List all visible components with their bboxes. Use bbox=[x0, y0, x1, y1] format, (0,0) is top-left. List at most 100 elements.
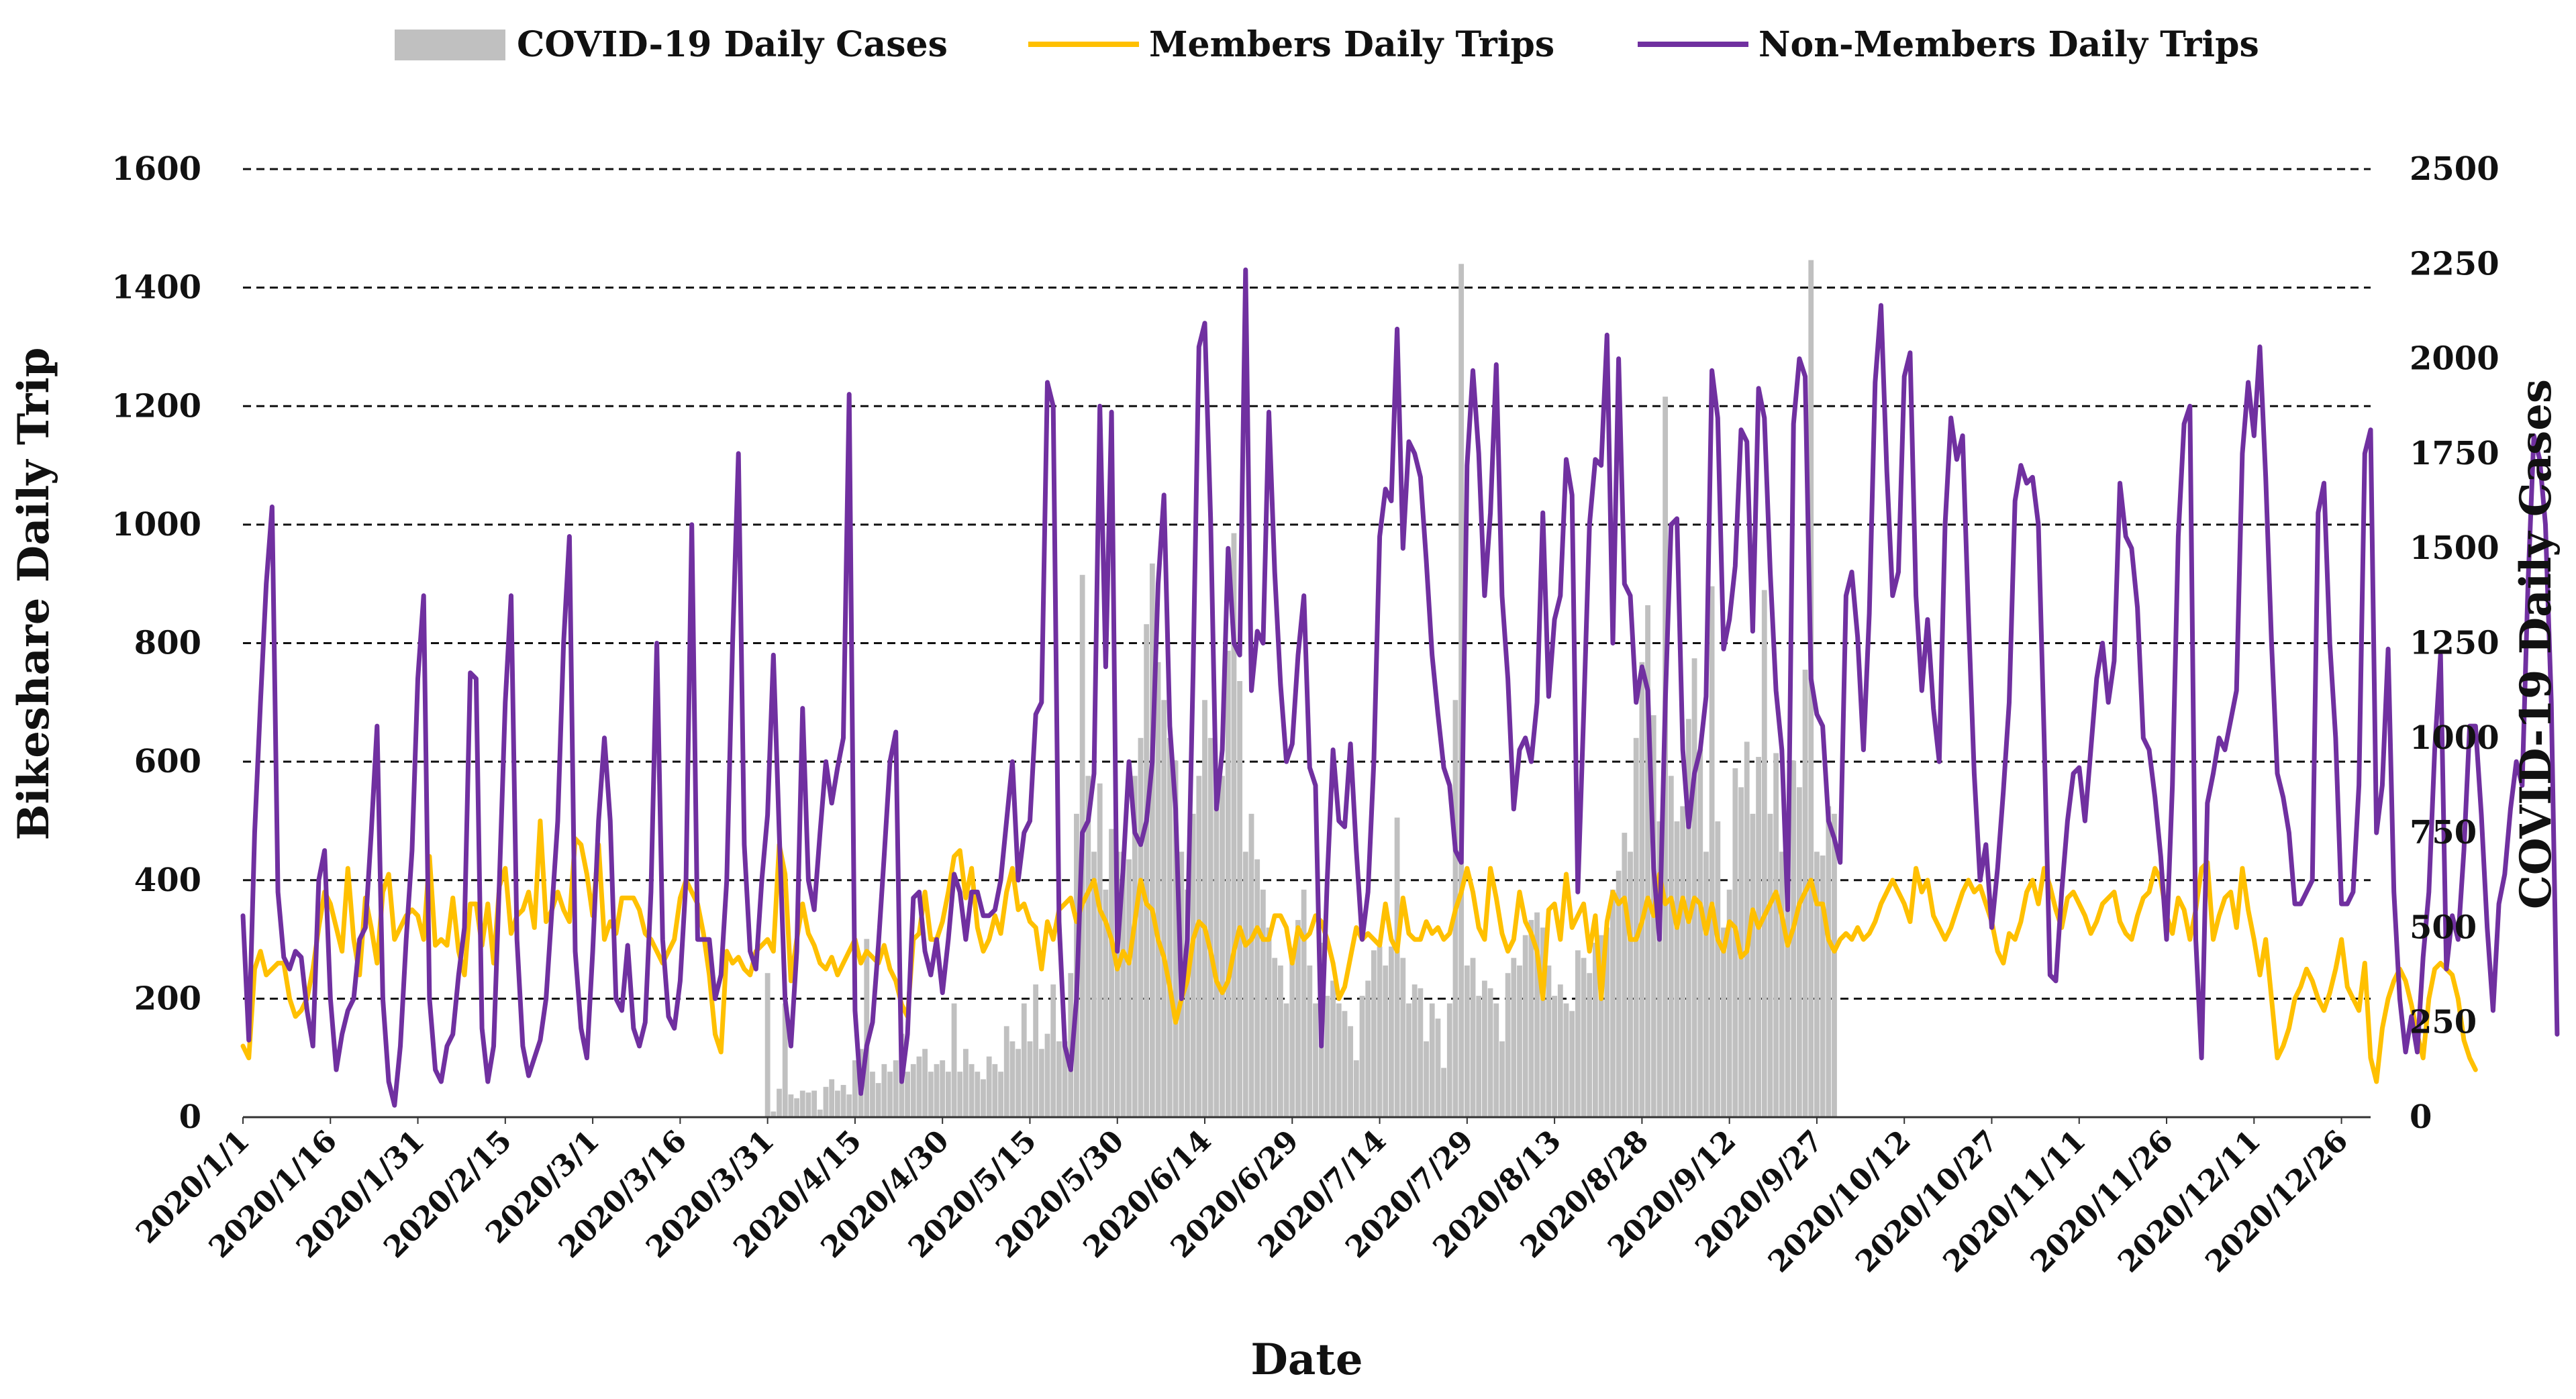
cases-bar bbox=[1173, 760, 1179, 1117]
cases-bar bbox=[1365, 980, 1371, 1117]
cases-bar bbox=[1668, 776, 1674, 1117]
cases-bar bbox=[1056, 1041, 1062, 1117]
cases-bar bbox=[870, 1072, 875, 1117]
cases-bar bbox=[1289, 957, 1295, 1117]
cases-bar bbox=[799, 1090, 805, 1117]
cases-bar bbox=[1371, 950, 1377, 1117]
cases-bar bbox=[1796, 787, 1802, 1117]
cases-bar bbox=[1120, 851, 1126, 1117]
cases-bar bbox=[1826, 806, 1832, 1117]
cases-bar bbox=[1487, 988, 1493, 1117]
cases-bar bbox=[986, 1056, 992, 1117]
cases-bar bbox=[1674, 821, 1680, 1117]
cases-bar bbox=[1441, 1068, 1447, 1117]
cases-bar bbox=[1353, 1060, 1359, 1117]
cases-bar bbox=[1598, 935, 1604, 1117]
non-members-trips-line bbox=[240, 267, 2560, 1108]
cases-bar bbox=[992, 1064, 998, 1117]
cases-bar bbox=[1114, 851, 1120, 1117]
cases-bar bbox=[1248, 813, 1254, 1117]
cases-bar bbox=[1715, 821, 1721, 1117]
cases-bar bbox=[1009, 1041, 1015, 1117]
y-left-tick-label: 800 bbox=[134, 625, 201, 662]
cases-bar bbox=[1587, 973, 1593, 1117]
cases-bar bbox=[794, 1098, 799, 1117]
cases-bar bbox=[1383, 965, 1389, 1117]
cases-bar bbox=[1091, 851, 1097, 1117]
cases-bar bbox=[1342, 1011, 1348, 1117]
y-left-tick-label: 600 bbox=[134, 743, 201, 780]
y-right-tick-label: 2250 bbox=[2410, 245, 2499, 282]
cases-bar bbox=[910, 1064, 916, 1117]
left-axis-ticks: 0 200 400 600 800 1000 1200 1400 1600 bbox=[111, 150, 201, 1136]
cases-bar bbox=[1499, 1041, 1505, 1117]
cases-bar bbox=[934, 1064, 940, 1117]
cases-bar bbox=[1557, 984, 1563, 1117]
cases-bar bbox=[846, 1094, 852, 1117]
cases-bar bbox=[1569, 1011, 1575, 1117]
cases-bar bbox=[1050, 984, 1056, 1117]
cases-bar bbox=[1429, 1003, 1435, 1117]
cases-bar bbox=[1044, 1033, 1050, 1117]
cases-bar bbox=[1691, 658, 1697, 1117]
cases-bar bbox=[1511, 957, 1517, 1117]
cases-bar bbox=[805, 1092, 811, 1117]
cases-bar bbox=[1359, 996, 1365, 1117]
cases-bar bbox=[1027, 1041, 1033, 1117]
cases-bar bbox=[1021, 1003, 1027, 1117]
cases-bar bbox=[1155, 662, 1161, 1117]
cases-bar bbox=[1633, 737, 1639, 1117]
cases-bar bbox=[1242, 851, 1248, 1117]
cases-bar bbox=[1773, 753, 1779, 1117]
cases-bar bbox=[887, 1072, 893, 1117]
cases-bar bbox=[1470, 957, 1476, 1117]
cases-bar bbox=[823, 1086, 829, 1117]
cases-bar bbox=[1161, 700, 1167, 1117]
cases-bar bbox=[1301, 889, 1307, 1117]
cases-bar bbox=[1015, 1049, 1022, 1117]
cases-bar bbox=[1038, 1049, 1044, 1117]
cases-bar bbox=[1377, 946, 1383, 1117]
y-left-tick-label: 1400 bbox=[111, 269, 201, 307]
cases-bar bbox=[928, 1072, 934, 1117]
cases-bar bbox=[1552, 996, 1558, 1117]
cases-bar bbox=[1563, 1003, 1569, 1117]
y-left-tick-label: 1600 bbox=[111, 150, 201, 188]
cases-bars bbox=[764, 260, 1837, 1118]
y-right-tick-label: 750 bbox=[2410, 814, 2477, 851]
legend: COVID-19 Daily Cases Members Daily Trips… bbox=[395, 24, 2259, 65]
cases-bar bbox=[1400, 957, 1406, 1117]
cases-bar bbox=[782, 1003, 788, 1117]
cases-bar bbox=[1761, 590, 1767, 1117]
x-axis-ticks: 2020/1/12020/1/162020/1/312020/2/152020/… bbox=[130, 1117, 2355, 1280]
y-left-tick-label: 1200 bbox=[111, 387, 201, 425]
cases-bar bbox=[963, 1049, 969, 1117]
cases-bar bbox=[1820, 856, 1826, 1117]
y-right-tick-label: 1750 bbox=[2410, 435, 2499, 472]
cases-bar bbox=[1726, 889, 1732, 1117]
cases-bar bbox=[1604, 927, 1610, 1117]
cases-bar bbox=[1003, 1026, 1009, 1117]
cases-bar bbox=[1190, 813, 1196, 1117]
cases-bar bbox=[951, 1003, 957, 1117]
legend-label-non-members: Non-Members Daily Trips bbox=[1758, 24, 2259, 65]
cases-bar bbox=[1225, 650, 1231, 1117]
cases-bar bbox=[1278, 965, 1283, 1117]
cases-bar bbox=[1062, 1041, 1068, 1117]
cases-bar bbox=[1109, 829, 1114, 1117]
cases-bar bbox=[1149, 563, 1155, 1117]
cases-bar bbox=[1622, 833, 1628, 1117]
cases-bar bbox=[1132, 776, 1138, 1117]
cases-bar bbox=[981, 1079, 986, 1117]
cases-bar bbox=[1272, 957, 1278, 1117]
cases-bar bbox=[1628, 851, 1633, 1117]
y-left-tick-label: 0 bbox=[179, 1098, 201, 1136]
cases-bar bbox=[1756, 757, 1761, 1117]
cases-bar bbox=[957, 1072, 963, 1117]
cases-bar bbox=[1144, 624, 1150, 1117]
cases-bar bbox=[1697, 749, 1703, 1117]
cases-bar bbox=[1389, 946, 1394, 1117]
cases-bar bbox=[969, 1064, 975, 1117]
cases-bar bbox=[1592, 943, 1598, 1117]
